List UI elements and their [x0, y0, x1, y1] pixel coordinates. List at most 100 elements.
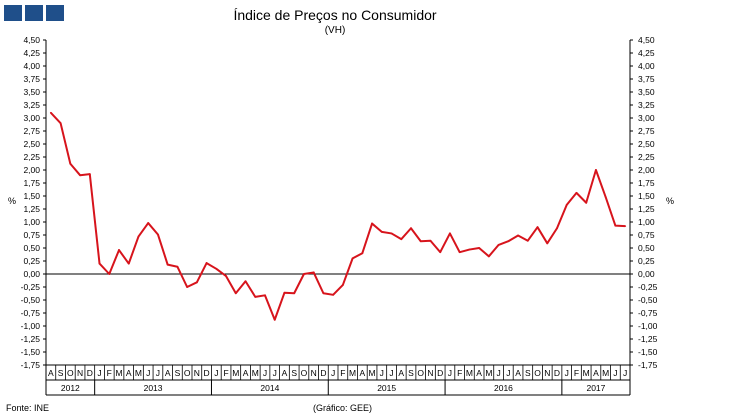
y-tick-label-left: 1,75	[23, 178, 40, 188]
y-tick-label-left: -1,75	[21, 360, 41, 370]
data-point	[127, 262, 130, 265]
data-point	[575, 191, 578, 194]
month-label: O	[67, 368, 74, 378]
y-tick-label-right: -1,00	[638, 321, 658, 331]
year-label: 2016	[494, 383, 513, 393]
y-tick-label-left: 1,25	[23, 204, 40, 214]
data-point	[565, 203, 568, 206]
data-point	[400, 238, 403, 241]
data-point	[507, 240, 510, 243]
month-label: S	[58, 368, 64, 378]
month-label: A	[359, 368, 365, 378]
data-point	[614, 224, 617, 227]
month-label: O	[417, 368, 424, 378]
data-point	[497, 243, 500, 246]
month-label: D	[554, 368, 560, 378]
data-point	[487, 255, 490, 258]
data-point	[234, 292, 237, 295]
data-point	[468, 248, 471, 251]
y-tick-label-left: 2,00	[23, 165, 40, 175]
data-point	[137, 235, 140, 238]
data-point	[59, 122, 62, 125]
data-point	[244, 280, 247, 283]
y-tick-label-right: 2,00	[638, 165, 655, 175]
y-tick-label-left: 3,25	[23, 100, 40, 110]
month-label: M	[232, 368, 239, 378]
month-label: M	[466, 368, 473, 378]
data-point	[88, 173, 91, 176]
data-point	[147, 222, 150, 224]
data-point	[166, 263, 169, 266]
month-label: J	[506, 368, 510, 378]
logo-square	[25, 5, 43, 21]
y-tick-label-right: 3,50	[638, 87, 655, 97]
y-tick-label-left: 2,50	[23, 139, 40, 149]
y-tick-label-left: -0,25	[21, 282, 41, 292]
y-tick-label-right: 0,00	[638, 269, 655, 279]
data-point	[517, 234, 519, 237]
y-tick-label-left: -1,50	[21, 347, 41, 357]
logo	[4, 5, 64, 21]
y-tick-label-left: -1,25	[21, 334, 41, 344]
chart-credit: (Gráfico: GEE)	[313, 403, 373, 413]
month-label: O	[534, 368, 541, 378]
y-tick-label-right: 0,75	[638, 230, 655, 240]
month-label: N	[77, 368, 83, 378]
y-tick-label-right: -0,75	[638, 308, 658, 318]
month-label: N	[544, 368, 550, 378]
data-point	[341, 284, 344, 286]
month-label: M	[602, 368, 609, 378]
month-label: M	[252, 368, 259, 378]
month-label: A	[126, 368, 132, 378]
month-label: D	[87, 368, 93, 378]
series-line-ipc	[50, 112, 626, 321]
year-label: 2013	[144, 383, 163, 393]
y-tick-label-right: -0,25	[638, 282, 658, 292]
data-point	[536, 226, 539, 229]
y-tick-label-right: 3,75	[638, 74, 655, 84]
month-label: A	[515, 368, 521, 378]
data-point	[215, 267, 218, 270]
y-tick-label-right: 4,00	[638, 61, 655, 71]
month-label: A	[398, 368, 404, 378]
month-label: D	[204, 368, 210, 378]
month-label: A	[165, 368, 171, 378]
y-tick-label-right: 1,50	[638, 191, 655, 201]
data-point	[49, 111, 52, 114]
y-tick-label-right: 4,50	[638, 35, 655, 45]
month-label: N	[311, 368, 317, 378]
data-point	[371, 222, 373, 225]
data-point	[69, 162, 72, 165]
data-point	[332, 293, 335, 296]
data-point	[79, 174, 81, 177]
month-label: J	[156, 368, 160, 378]
y-tick-label-right: 2,50	[638, 139, 655, 149]
data-point	[225, 275, 227, 277]
data-point	[264, 294, 266, 297]
data-point	[205, 262, 208, 264]
y-axis-label-right: %	[666, 196, 674, 206]
month-label: A	[48, 368, 54, 378]
chart-title: Índice de Preços no Consumidor	[233, 7, 437, 23]
data-point	[312, 271, 315, 274]
y-tick-label-left: 2,75	[23, 126, 40, 136]
month-label: M	[369, 368, 376, 378]
month-label: J	[448, 368, 452, 378]
y-tick-label-left: 1,50	[23, 191, 40, 201]
month-label: A	[476, 368, 482, 378]
month-label: A	[593, 368, 599, 378]
month-label: J	[263, 368, 267, 378]
data-point	[351, 257, 354, 260]
y-tick-label-left: -1,00	[21, 321, 41, 331]
data-point	[186, 286, 189, 288]
y-tick-label-left: 3,75	[23, 74, 40, 84]
y-tick-label-right: 1,75	[638, 178, 655, 188]
y-tick-label-right: 2,25	[638, 152, 655, 162]
data-point	[273, 318, 276, 321]
data-point	[108, 273, 111, 275]
logo-square	[46, 5, 64, 21]
month-label: A	[282, 368, 288, 378]
month-label: J	[565, 368, 569, 378]
y-tick-label-right: 1,25	[638, 204, 655, 214]
month-label: S	[408, 368, 414, 378]
